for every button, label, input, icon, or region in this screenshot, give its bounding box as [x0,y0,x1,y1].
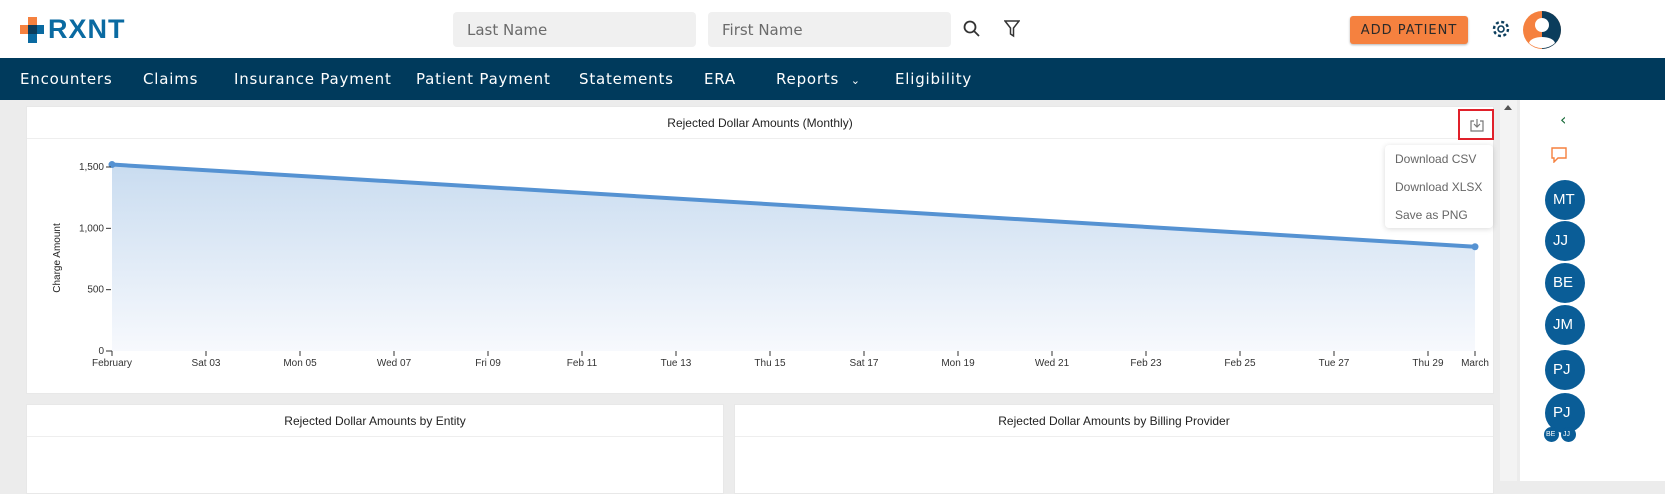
x-tick-label: March [1461,358,1489,369]
add-patient-button[interactable]: ADD PATIENT [1350,16,1468,44]
data-point [108,161,116,169]
x-tick-label: Mon 19 [941,358,975,369]
header: RXNT ADD PATIENT [0,0,1665,58]
nav-statements[interactable]: Statements [579,70,674,88]
x-tick-label: Feb 23 [1130,358,1162,369]
nav-era[interactable]: ERA [704,70,736,88]
nav-claims[interactable]: Claims [143,70,199,88]
avatar-mt[interactable]: MT [1545,180,1585,220]
first-name-input[interactable] [708,12,951,47]
x-tick-label: Feb 11 [567,358,598,369]
last-name-input[interactable] [453,12,696,47]
download-icon [1470,119,1484,132]
right-sidebar: ‹ MT JJ BE JM PJ PJ BE JJ [1520,100,1665,481]
x-tick-label: Sat 03 [192,358,221,369]
y-tick-label: 1,000 [79,223,104,234]
chat-icon[interactable] [1551,147,1567,163]
logo-text: RXNT [48,14,126,44]
x-tick-label: Wed 21 [1035,358,1070,369]
y-tick-label: 500 [87,285,104,296]
nav-eligibility[interactable]: Eligibility [895,70,973,88]
chevron-down-icon: ⌄ [850,74,861,87]
nav-patient-payment[interactable]: Patient Payment [416,70,551,88]
avatar-small-jj[interactable]: JJ [1561,427,1576,442]
menu-save-png[interactable]: Save as PNG [1395,208,1468,222]
nav-insurance-payment[interactable]: Insurance Payment [234,70,392,88]
scrollbar[interactable] [1500,100,1517,481]
x-tick-label: Fri 09 [475,358,501,369]
avatar-jj[interactable]: JJ [1545,221,1585,261]
avatar-pj[interactable]: PJ [1545,350,1585,390]
user-avatar[interactable] [1523,11,1561,49]
x-tick-label: February [92,358,132,369]
main-nav: Encounters Claims Insurance Payment Pati… [0,58,1665,100]
x-tick-label: Thu 29 [1412,358,1444,369]
series-line [111,162,1476,249]
rxnt-logo[interactable]: RXNT [20,14,126,45]
entity-card: Rejected Dollar Amounts by Entity [26,404,724,494]
line-chart: Charge Amount 0 500 1,000 1,500 February Sat … [52,161,1489,369]
x-tick-label: Thu 15 [754,358,786,369]
nav-encounters[interactable]: Encounters [20,70,113,88]
billing-provider-card-title: Rejected Dollar Amounts by Billing Provi… [735,405,1493,437]
menu-download-csv[interactable]: Download CSV [1395,152,1477,166]
avatar-small-be[interactable]: BE [1544,427,1559,442]
download-button[interactable] [1458,109,1494,140]
nav-reports-label: Reports [776,70,840,88]
filter-icon[interactable] [1004,20,1020,38]
x-tick-label: Wed 07 [377,358,412,369]
entity-card-title: Rejected Dollar Amounts by Entity [27,405,723,437]
avatar-jm[interactable]: JM [1545,305,1585,345]
search-icon[interactable] [963,20,981,38]
nav-reports[interactable]: Reports ⌄ [776,70,861,88]
download-menu: Download CSV Download XLSX Save as PNG [1385,145,1493,228]
collapse-chevron-icon[interactable]: ‹ [1560,110,1567,129]
gear-icon[interactable] [1491,19,1511,39]
menu-download-xlsx[interactable]: Download XLSX [1395,180,1483,194]
area-fill [112,164,1475,351]
scroll-up-arrow[interactable] [1504,105,1512,110]
y-axis-label: Charge Amount [52,223,63,293]
y-tick-label: 1,500 [79,162,104,173]
avatar-be[interactable]: BE [1545,263,1585,303]
billing-provider-card: Rejected Dollar Amounts by Billing Provi… [734,404,1494,494]
data-point [1471,243,1479,251]
logo-cross-icon [20,16,44,43]
y-tick-label: 0 [98,346,104,357]
x-tick-label: Sat 17 [850,358,879,369]
x-tick-label: Mon 05 [283,358,317,369]
x-tick-label: Tue 13 [661,358,692,369]
x-tick-label: Feb 25 [1224,358,1256,369]
x-tick-label: Tue 27 [1319,358,1350,369]
avatar-pj-2[interactable]: PJ [1545,393,1585,433]
chart-title: Rejected Dollar Amounts (Monthly) [27,107,1493,139]
